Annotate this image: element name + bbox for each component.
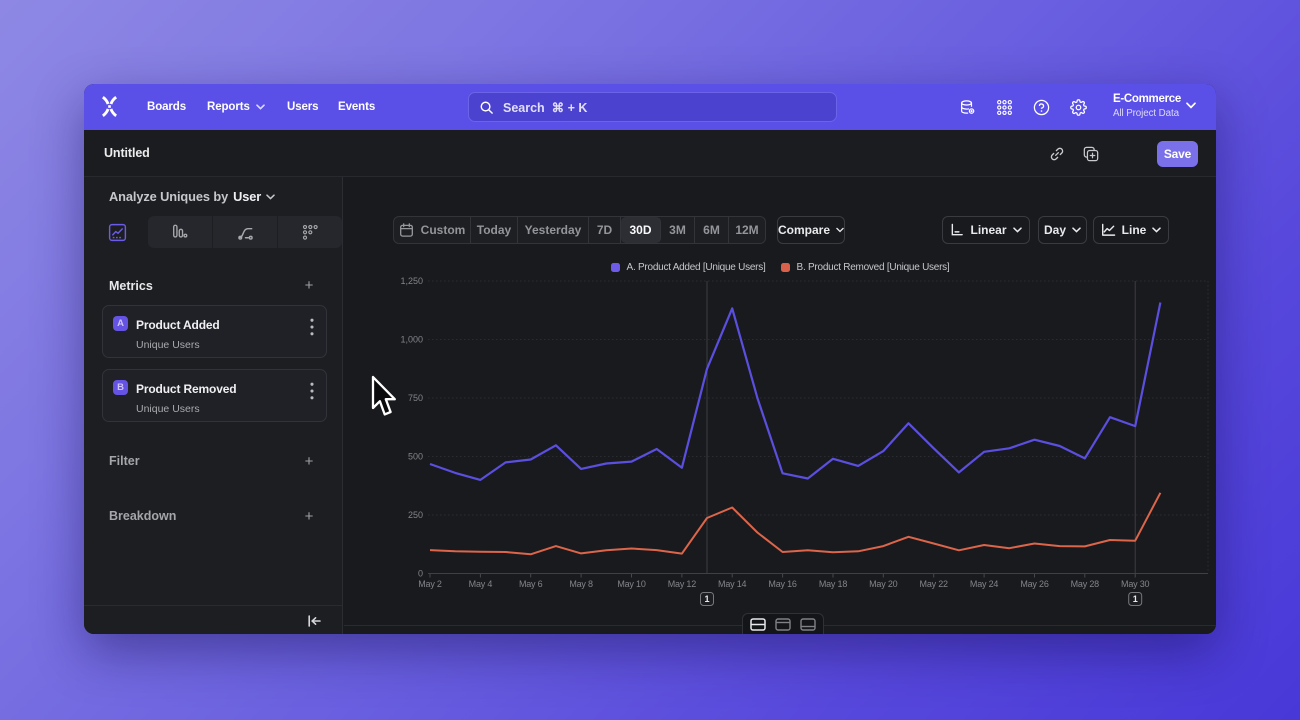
svg-text:May 8: May 8 xyxy=(569,579,593,589)
svg-text:May 18: May 18 xyxy=(819,579,848,589)
svg-text:May 14: May 14 xyxy=(718,579,747,589)
svg-text:1,250: 1,250 xyxy=(400,276,423,286)
svg-text:May 6: May 6 xyxy=(519,579,543,589)
svg-text:May 20: May 20 xyxy=(869,579,898,589)
svg-text:1: 1 xyxy=(704,594,709,604)
svg-text:750: 750 xyxy=(408,393,423,403)
svg-text:0: 0 xyxy=(418,569,423,579)
svg-text:May 10: May 10 xyxy=(617,579,646,589)
svg-text:May 12: May 12 xyxy=(668,579,697,589)
svg-text:May 24: May 24 xyxy=(970,579,999,589)
svg-text:May 16: May 16 xyxy=(768,579,797,589)
svg-text:May 30: May 30 xyxy=(1121,579,1150,589)
svg-text:May 28: May 28 xyxy=(1071,579,1100,589)
svg-text:1,000: 1,000 xyxy=(400,335,423,345)
svg-text:May 4: May 4 xyxy=(469,579,493,589)
svg-text:May 26: May 26 xyxy=(1020,579,1049,589)
svg-text:500: 500 xyxy=(408,452,423,462)
svg-text:May 2: May 2 xyxy=(418,579,442,589)
svg-text:May 22: May 22 xyxy=(920,579,949,589)
svg-text:1: 1 xyxy=(1133,594,1138,604)
svg-text:250: 250 xyxy=(408,510,423,520)
